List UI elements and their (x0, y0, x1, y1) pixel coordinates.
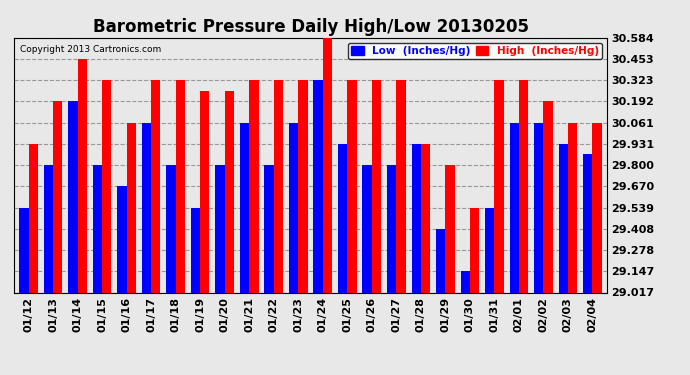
Bar (53, 101, 62, 292)
Bar (460, 272, 470, 292)
Bar (362, 165, 372, 292)
Bar (559, 144, 568, 292)
Bar (387, 165, 396, 292)
Bar (436, 229, 445, 292)
Bar (289, 123, 298, 292)
Bar (191, 207, 200, 292)
Bar (43, 165, 53, 292)
Bar (249, 80, 259, 292)
Bar (215, 165, 225, 292)
Bar (240, 123, 249, 292)
Bar (544, 101, 553, 292)
Bar (411, 144, 421, 292)
Bar (485, 207, 495, 292)
Bar (298, 80, 308, 292)
Bar (92, 165, 102, 292)
Bar (593, 123, 602, 292)
Bar (510, 123, 519, 292)
Legend: Low  (Inches/Hg), High  (Inches/Hg): Low (Inches/Hg), High (Inches/Hg) (348, 43, 602, 59)
Title: Barometric Pressure Daily High/Low 20130205: Barometric Pressure Daily High/Low 20130… (92, 18, 529, 36)
Bar (225, 92, 234, 292)
Bar (347, 80, 357, 292)
Bar (200, 92, 210, 292)
Bar (421, 144, 430, 292)
Bar (470, 207, 479, 292)
Bar (102, 80, 111, 292)
Bar (568, 123, 578, 292)
Bar (28, 144, 38, 292)
Bar (176, 80, 185, 292)
Bar (323, 38, 332, 292)
Bar (117, 186, 126, 292)
Bar (313, 80, 323, 292)
Bar (126, 123, 136, 292)
Bar (68, 101, 77, 292)
Bar (534, 123, 544, 292)
Bar (519, 80, 529, 292)
Bar (274, 80, 283, 292)
Bar (445, 165, 455, 292)
Bar (338, 144, 347, 292)
Bar (151, 80, 161, 292)
Bar (396, 80, 406, 292)
Bar (495, 80, 504, 292)
Bar (19, 207, 28, 292)
Bar (264, 165, 274, 292)
Bar (583, 154, 593, 292)
Text: Copyright 2013 Cartronics.com: Copyright 2013 Cartronics.com (20, 45, 161, 54)
Bar (166, 165, 176, 292)
Bar (142, 123, 151, 292)
Bar (372, 80, 381, 292)
Bar (77, 59, 87, 292)
